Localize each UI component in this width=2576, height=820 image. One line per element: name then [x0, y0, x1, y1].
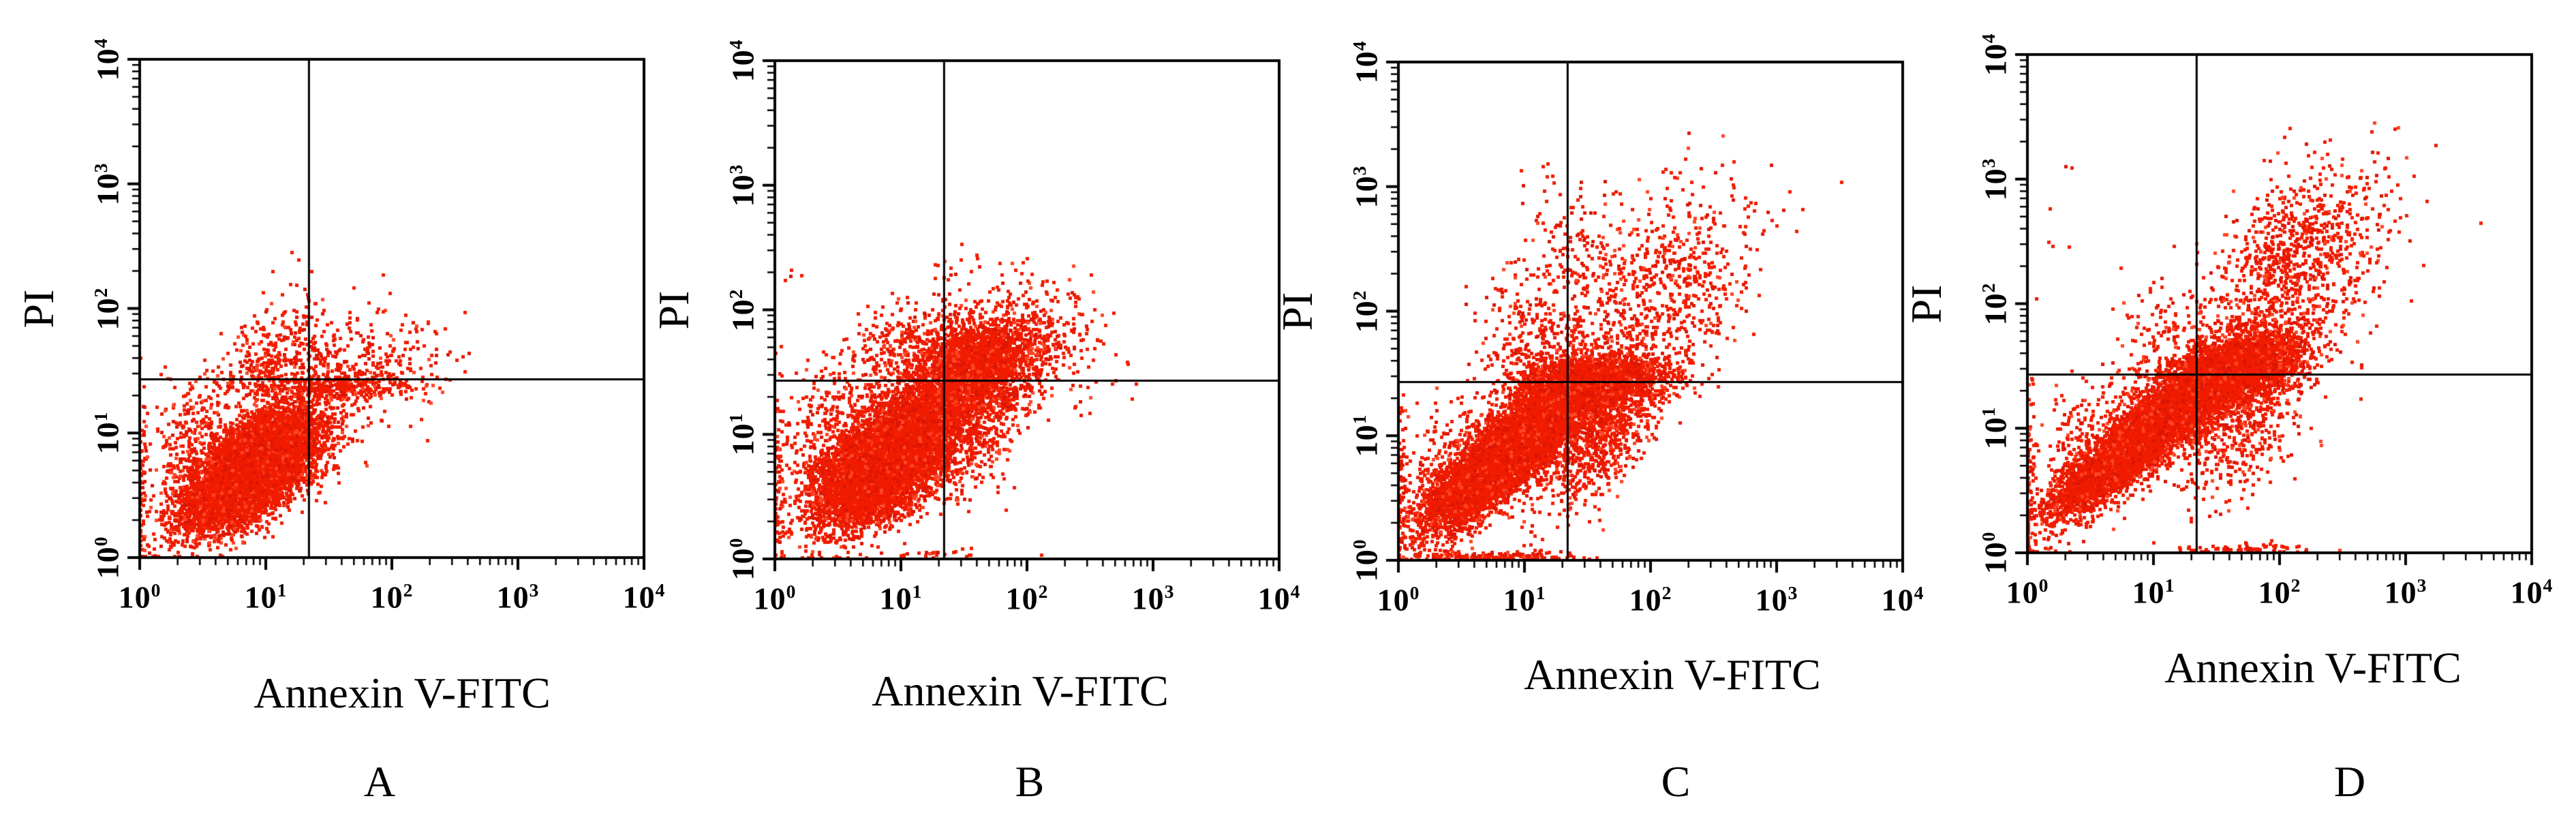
panel-a: PI 100 101 102 103 104 100 101 102 103 1…: [14, 37, 666, 806]
panel-d: PI 100 101 102 103 104 100 101 102 103 1…: [1902, 33, 2554, 806]
panel-c: PI 100 101 102 103 104 100 101 102 103 1…: [1273, 40, 1925, 806]
panel-b: PI 100 101 102 103 104 100 101 102 103 1…: [649, 39, 1301, 806]
